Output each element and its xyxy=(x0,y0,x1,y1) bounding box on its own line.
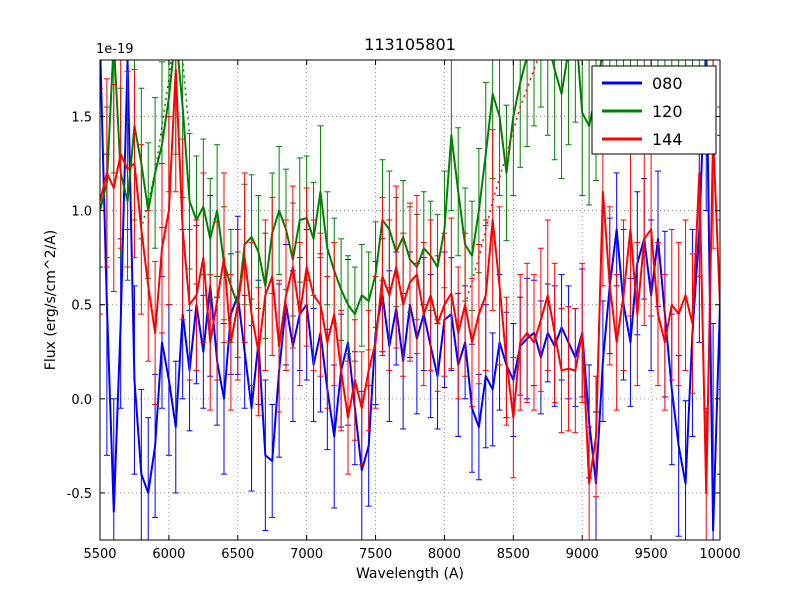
x-tick-label: 8000 xyxy=(428,547,461,562)
y-tick-label: 1.0 xyxy=(71,205,92,220)
dotted-segment xyxy=(140,60,191,230)
x-tick-label: 10000 xyxy=(699,547,740,562)
y-offset-label: 1e-19 xyxy=(96,42,134,57)
x-tick-label: 6000 xyxy=(152,547,185,562)
x-tick-label: 6500 xyxy=(221,547,254,562)
y-tick-label: 0.5 xyxy=(71,299,92,314)
y-tick-label: 0.0 xyxy=(71,393,92,408)
legend: 080 120 144 xyxy=(591,65,717,155)
series-line-144 xyxy=(100,68,720,494)
tick-labels: 5500 6000 6500 7000 7500 8000 8500 9000 9500 1000… xyxy=(67,110,741,562)
x-tick-label: 9000 xyxy=(566,547,599,562)
axes-frame xyxy=(99,59,721,541)
y-tick-label: -0.5 xyxy=(67,487,92,502)
chart-title: 113105801 xyxy=(364,35,456,54)
dotted-segment xyxy=(464,60,539,305)
x-tick-label: 7500 xyxy=(359,547,392,562)
x-tick-label: 5500 xyxy=(83,547,116,562)
y-tick-label: 1.5 xyxy=(71,110,92,125)
x-tick-label: 9500 xyxy=(635,547,668,562)
legend-label-080: 080 xyxy=(652,74,683,93)
y-axis-label: Flux (erg/s/cm^2/A) xyxy=(43,230,59,370)
x-tick-label: 7000 xyxy=(290,547,323,562)
legend-label-144: 144 xyxy=(652,130,683,149)
data-layer xyxy=(100,60,720,540)
x-axis-label: Wavelength (A) xyxy=(356,566,464,582)
x-tick-label: 8500 xyxy=(497,547,530,562)
tick-marks xyxy=(99,60,721,540)
legend-label-120: 120 xyxy=(652,102,683,121)
